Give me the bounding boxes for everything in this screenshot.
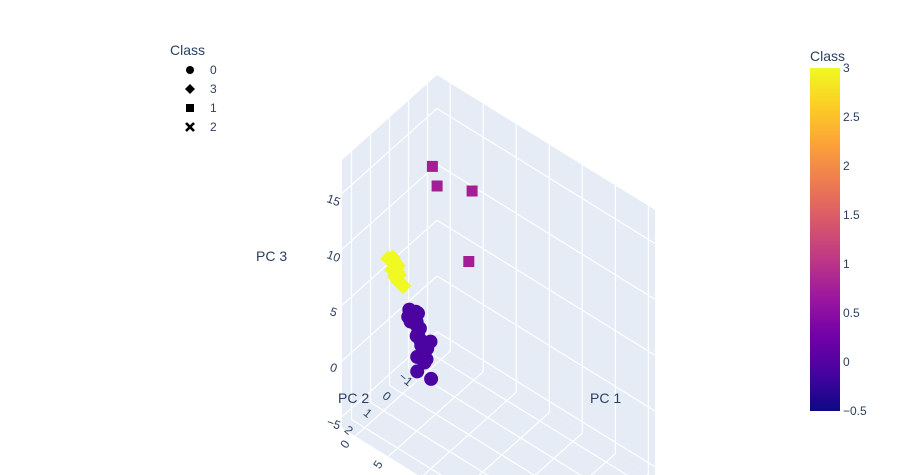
z-tick-label: 10 [325, 247, 343, 265]
legend-item-1[interactable]: 1 [170, 98, 260, 117]
grid-line-y [370, 401, 489, 475]
grid-line-y [408, 367, 582, 475]
grid-line-z [436, 219, 656, 356]
point-class-1[interactable] [431, 180, 443, 192]
legend-item-2[interactable]: 2 [170, 117, 260, 136]
legend-item-0[interactable]: 0 [170, 60, 260, 79]
colorbar-tick-label: 3 [843, 61, 850, 75]
colorbar-tick-label: 1 [843, 257, 850, 271]
point-class-1[interactable] [463, 256, 475, 267]
z-axis-title: PC 3 [256, 248, 287, 264]
grid-line-x [590, 453, 616, 475]
z-tick-label: 0 [328, 360, 339, 376]
y-axis-title: PC 2 [338, 390, 369, 406]
grid-lines [341, 83, 656, 475]
legend-item-3[interactable]: 3 [170, 79, 260, 98]
circle-icon [170, 65, 210, 75]
point-class-3[interactable] [395, 277, 412, 294]
diamond-icon [170, 83, 210, 94]
z-tick-label: −5 [325, 415, 343, 433]
point-class-1[interactable] [466, 185, 478, 197]
legend-label: 2 [210, 119, 217, 134]
x-icon [170, 121, 210, 132]
colorbar-tick-label: 0 [843, 355, 850, 369]
grid-line-y [351, 418, 443, 475]
grid-line-z [436, 275, 656, 412]
grid-line-y [389, 384, 536, 475]
legend-label: 3 [210, 81, 217, 96]
legend[interactable]: Class 0 3 1 2 [170, 42, 260, 136]
legend-title: Class [170, 42, 206, 58]
z-tick-label: 15 [325, 191, 343, 209]
colorbar-gradient [810, 68, 840, 411]
z-tick-label: 5 [328, 304, 339, 320]
colorbar-tick-label: 1.5 [843, 208, 860, 222]
grid-line-z [341, 163, 438, 250]
x-tick-label: 0 [337, 437, 352, 451]
colorbar: Class 3 2.5 2 1.5 1 0.5 0 −0.5 [810, 48, 880, 428]
grid-line-z [436, 107, 656, 245]
colorbar-tick-label: 0.5 [843, 306, 860, 320]
point-class-0[interactable] [424, 371, 439, 386]
legend-label: 1 [210, 100, 217, 115]
grid-line-z [341, 108, 438, 194]
grid-line-y [427, 350, 629, 475]
colorbar-tick-label: −0.5 [843, 404, 867, 418]
colorbar-title: Class [810, 48, 846, 64]
point-class-1[interactable] [426, 160, 438, 172]
square-icon [170, 103, 210, 113]
point-class-0[interactable] [410, 364, 425, 379]
x-tick-label: 5 [370, 458, 385, 472]
data-points[interactable] [380, 160, 489, 475]
legend-label: 0 [210, 62, 217, 77]
x-axis-title: PC 1 [590, 390, 621, 406]
grid-line-z [436, 331, 656, 468]
grid-line-z [341, 275, 438, 362]
colorbar-tick-label: 2.5 [843, 110, 860, 124]
colorbar-tick-label: 2 [843, 159, 850, 173]
pane-xz [437, 75, 655, 475]
grid-line-x [534, 432, 583, 475]
